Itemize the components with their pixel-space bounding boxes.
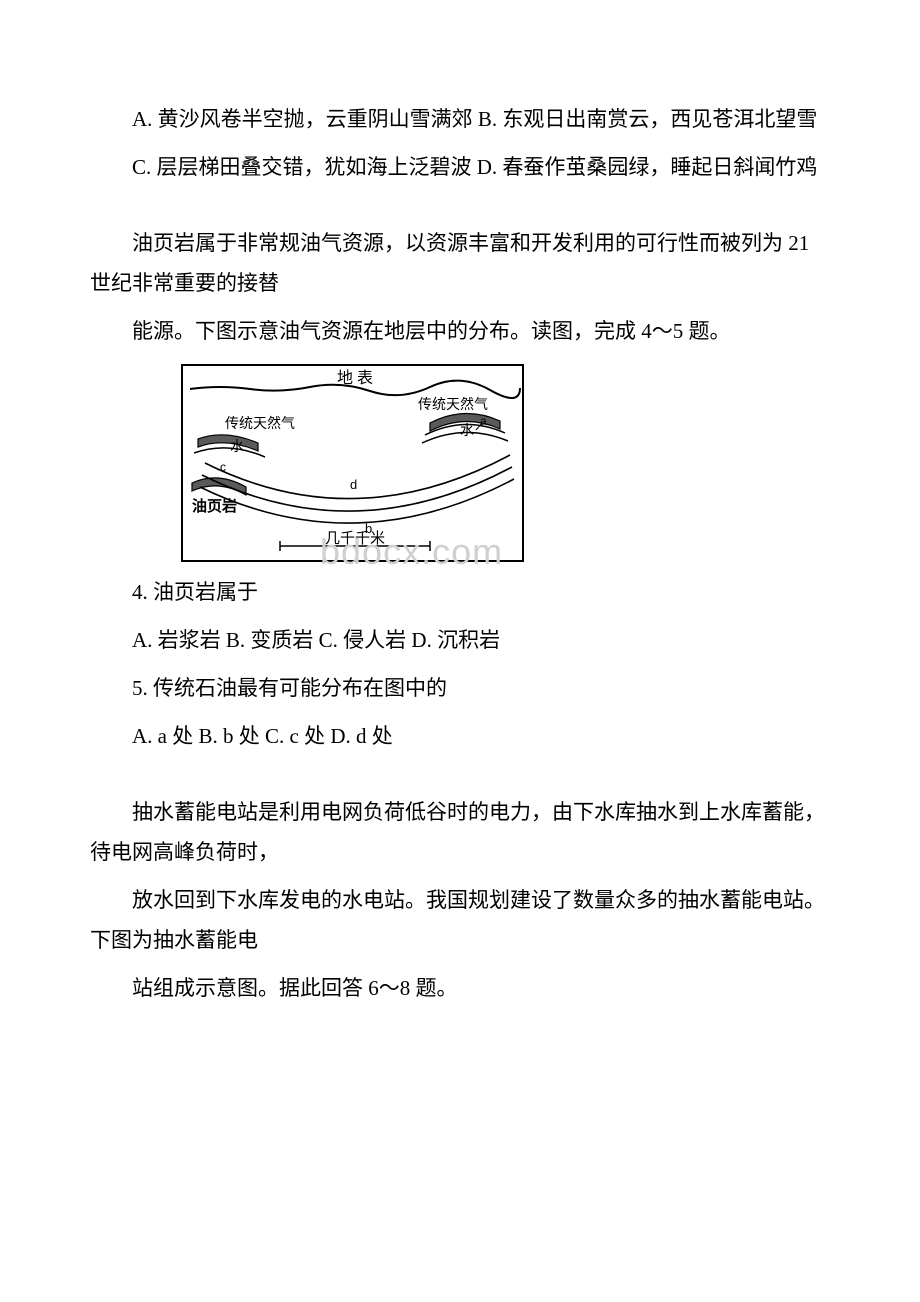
q4-options: A. 岩浆岩 B. 变质岩 C. 侵人岩 D. 沉积岩: [90, 621, 830, 661]
q5-options: A. a 处 B. b 处 C. c 处 D. d 处: [90, 717, 830, 757]
label-gas-right: 传统天然气: [418, 396, 488, 413]
label-surface: 地 表: [337, 369, 373, 387]
passage-68-line3: 站组成示意图。据此回答 6～8 题。: [90, 969, 830, 1009]
label-shale: 油页岩: [192, 497, 237, 515]
label-water-right: 水: [460, 423, 474, 439]
label-d: d: [350, 477, 357, 492]
passage-45-line1: 油页岩属于非常规油气资源，以资源丰富和开发利用的可行性而被列为 21 世纪非常重…: [90, 224, 830, 304]
spacer-2: [90, 765, 830, 793]
q3-options-cd: C. 层层梯田叠交错，犹如海上泛碧波 D. 春蚕作茧桑园绿，睡起日斜闻竹鸡: [90, 148, 830, 188]
q3-options-ab: A. 黄沙风卷半空抛，云重阴山雪满郊 B. 东观日出南赏云，西见苍洱北望雪: [90, 100, 830, 140]
label-gas-left: 传统天然气: [225, 415, 295, 432]
passage-68-line1: 抽水蓄能电站是利用电网负荷低谷时的电力，由下水库抽水到上水库蓄能，待电网高峰负荷…: [90, 793, 830, 873]
q4-stem: 4. 油页岩属于: [90, 573, 830, 613]
q5-stem: 5. 传统石油最有可能分布在图中的: [90, 669, 830, 709]
diagram-container: 地 表 a c d b 传统天然气 水 油页岩 传统天然气 水: [180, 363, 830, 563]
spacer: [90, 196, 830, 224]
passage-45-line2: 能源。下图示意油气资源在地层中的分布。读图，完成 4～5 题。: [90, 312, 830, 352]
passage-68-line2: 放水回到下水库发电的水电站。我国规划建设了数量众多的抽水蓄能电站。下图为抽水蓄能…: [90, 881, 830, 961]
geology-diagram: 地 表 a c d b 传统天然气 水 油页岩 传统天然气 水: [180, 363, 525, 563]
label-scale: 几千千米: [325, 530, 385, 547]
label-water-left: 水: [230, 439, 244, 455]
label-a: a: [480, 414, 487, 428]
